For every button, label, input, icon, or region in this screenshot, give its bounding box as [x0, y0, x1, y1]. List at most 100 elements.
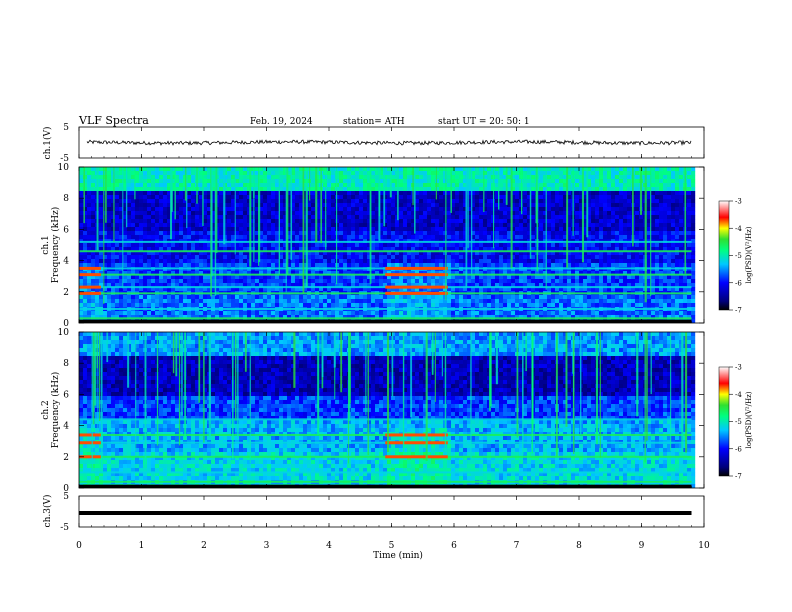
spectrogram-cell: [563, 231, 568, 236]
spectrogram-cell: [271, 283, 276, 288]
spectrogram-cell: [123, 211, 128, 216]
spectrogram-cell: [339, 183, 344, 188]
spectrogram-cell: [363, 199, 368, 204]
spectrogram-cell: [263, 235, 268, 240]
spectrogram-cell: [183, 295, 188, 300]
spectrogram-cell: [431, 183, 436, 188]
spectrogram-cell: [671, 247, 676, 252]
spectrogram-cell: [211, 179, 216, 184]
spectrogram-cell: [587, 171, 592, 176]
spectrogram-cell: [391, 259, 396, 264]
spectrogram-cell: [239, 175, 244, 180]
spectrogram-cell: [603, 287, 608, 292]
spectrogram-cell: [527, 183, 532, 188]
spectrogram-cell: [147, 179, 152, 184]
spectrogram-cell: [91, 211, 96, 216]
spectrogram-cell: [511, 195, 516, 200]
spectrogram-cell: [135, 187, 140, 192]
spectrogram-cell: [675, 215, 680, 220]
spectrogram-cell: [675, 231, 680, 236]
spectrogram-cell: [527, 215, 532, 220]
spectrogram-cell: [487, 183, 492, 188]
spectrogram-cell: [619, 223, 624, 228]
spectrogram-cell: [459, 191, 464, 196]
spectrogram-cell: [691, 255, 696, 260]
spectrogram-cell: [275, 171, 280, 176]
spectrogram-cell: [267, 231, 272, 236]
spectrogram-cell: [395, 283, 400, 288]
spectrogram-cell: [231, 231, 236, 236]
spectrogram-cell: [103, 223, 108, 228]
spectrogram-cell: [523, 207, 528, 212]
spectrogram-cell: [91, 275, 96, 280]
spectrogram-cell: [499, 231, 504, 236]
spectrogram-cell: [327, 231, 332, 236]
spectrogram-cell: [363, 179, 368, 184]
spectrogram-cell: [187, 255, 192, 260]
spectrogram-cell: [483, 167, 488, 172]
spectrogram-cell: [379, 243, 384, 248]
spectrogram-cell: [251, 183, 256, 188]
spectrogram-cell: [431, 263, 436, 268]
spectrogram-cell: [391, 207, 396, 212]
spectrogram-cell: [255, 227, 260, 232]
spectrogram-cell: [439, 167, 444, 172]
spectrogram-cell: [175, 231, 180, 236]
spectrogram-cell: [343, 271, 348, 276]
spectrogram-cell: [383, 247, 388, 252]
spectrogram-cell: [171, 171, 176, 176]
spectrogram-cell: [651, 167, 656, 172]
spectrogram-cell: [459, 199, 464, 204]
spectrogram-cell: [367, 251, 372, 256]
spectrogram-cell: [663, 199, 668, 204]
spectrogram-cell: [471, 255, 476, 260]
spectrogram-cell: [659, 235, 664, 240]
spectrogram-cell: [155, 263, 160, 268]
spectrogram-cell: [479, 223, 484, 228]
spectrogram-cell: [303, 247, 308, 252]
spectrogram-cell: [239, 211, 244, 216]
spectrogram-cell: [499, 279, 504, 284]
spectrogram-cell: [595, 275, 600, 280]
spectrogram-cell: [499, 223, 504, 228]
spectrogram-cell: [447, 271, 452, 276]
spectrogram-cell: [327, 243, 332, 248]
spectrogram-cell: [279, 235, 284, 240]
spectrogram-cell: [227, 211, 232, 216]
spectrogram-cell: [207, 251, 212, 256]
spectrogram-cell: [423, 183, 428, 188]
spectrogram-cell: [87, 255, 92, 260]
spectrogram-cell: [91, 191, 96, 196]
spectrogram-cell: [667, 211, 672, 216]
spectrogram-cell: [623, 207, 628, 212]
spectrogram-cell: [83, 235, 88, 240]
spectrogram-cell: [103, 275, 108, 280]
spectrogram-cell: [647, 247, 652, 252]
spectrogram-cell: [543, 287, 548, 292]
spectrogram-cell: [687, 211, 692, 216]
spectrogram-cell: [419, 251, 424, 256]
spectrogram-cell: [103, 247, 108, 252]
spectrogram-cell: [279, 183, 284, 188]
spectrogram-cell: [391, 179, 396, 184]
spectrogram-cell: [99, 211, 104, 216]
spectrogram-cell: [363, 231, 368, 236]
spectrogram-cell: [623, 259, 628, 264]
spectrogram-cell: [555, 223, 560, 228]
spectrogram-cell: [443, 215, 448, 220]
spectrogram-cell: [367, 191, 372, 196]
spectrogram-cell: [379, 207, 384, 212]
spectrogram-cell: [591, 263, 596, 268]
spectrogram-cell: [299, 243, 304, 248]
spectrogram-cell: [379, 215, 384, 220]
spectrogram-cell: [463, 175, 468, 180]
spectrogram-cell: [179, 251, 184, 256]
spectrogram-cell: [467, 171, 472, 176]
spectrogram-cell: [427, 243, 432, 248]
spectrogram-cell: [211, 215, 216, 220]
spectrogram-cell: [359, 203, 364, 208]
spectrogram-cell: [607, 287, 612, 292]
spectrogram-cell: [315, 275, 320, 280]
spectrogram-cell: [283, 263, 288, 268]
spectrogram-cell: [263, 179, 268, 184]
